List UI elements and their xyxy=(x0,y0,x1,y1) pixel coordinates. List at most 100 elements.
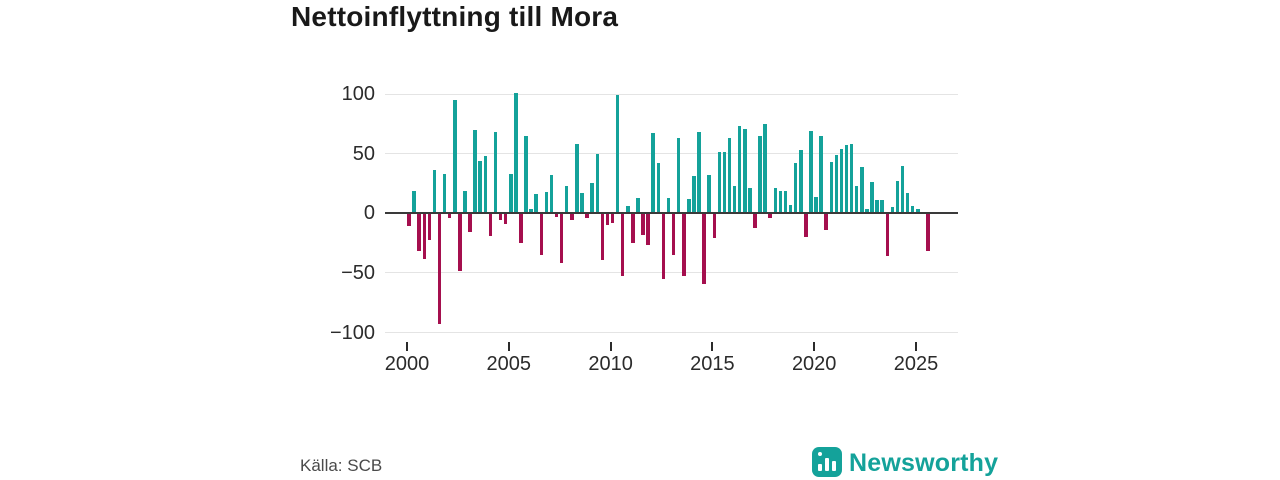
x-axis-tick xyxy=(609,342,612,351)
gridline xyxy=(385,153,958,155)
bar xyxy=(661,213,666,279)
bar xyxy=(849,144,854,214)
bar xyxy=(819,135,823,214)
bar xyxy=(666,197,671,214)
bar xyxy=(824,213,828,230)
bar xyxy=(503,213,508,225)
x-axis-tick xyxy=(507,342,510,351)
bar xyxy=(910,206,915,214)
bar xyxy=(875,200,879,214)
bar xyxy=(743,128,747,214)
x-axis-label: 2000 xyxy=(384,353,430,375)
bar xyxy=(646,213,650,246)
bar xyxy=(737,126,742,214)
bar xyxy=(407,213,411,227)
source-text: Källa: SCB xyxy=(300,456,383,475)
bar xyxy=(870,182,874,214)
x-axis-label: 2020 xyxy=(791,353,837,375)
bar xyxy=(412,190,416,214)
bar xyxy=(697,132,701,214)
bar xyxy=(768,213,772,219)
bar xyxy=(534,194,538,214)
newsworthy-wordmark: Newsworthy xyxy=(849,449,999,477)
bar xyxy=(590,183,594,214)
bar xyxy=(641,213,645,235)
bar xyxy=(758,135,762,214)
bar xyxy=(865,208,869,214)
bar xyxy=(483,156,488,214)
bar xyxy=(432,170,437,214)
bar xyxy=(478,160,482,214)
bar xyxy=(488,213,493,236)
bar xyxy=(631,213,635,244)
bar xyxy=(809,131,813,214)
chart-title: Nettoinflyttning till Mora xyxy=(291,1,619,32)
y-axis-label: 0 xyxy=(363,202,375,225)
bar xyxy=(600,213,605,260)
x-axis-label: 2015 xyxy=(690,353,735,375)
bar-chart: 100 50 0 −50 −100 2000 2005 2010 2015 2020 2025 xyxy=(329,83,958,375)
bar xyxy=(575,144,579,214)
bar xyxy=(692,176,696,214)
bar xyxy=(437,213,442,325)
bar xyxy=(524,135,528,214)
bar xyxy=(620,213,625,277)
bar xyxy=(732,185,737,214)
bar xyxy=(712,213,717,239)
bar xyxy=(473,129,477,214)
bar xyxy=(773,188,778,214)
bar xyxy=(682,213,686,277)
y-axis-label: 100 xyxy=(341,83,375,106)
x-axis-tick xyxy=(406,342,408,351)
y-axis-label: −50 xyxy=(341,261,375,284)
bar xyxy=(814,196,818,214)
bar xyxy=(585,213,589,219)
bar xyxy=(559,213,564,264)
bar xyxy=(900,165,905,214)
icon-dot xyxy=(818,452,822,456)
bar xyxy=(717,152,722,214)
y-axis-label: −100 xyxy=(329,321,375,344)
bar xyxy=(905,193,910,214)
bar xyxy=(860,166,864,214)
bar xyxy=(722,152,727,214)
bar xyxy=(895,181,900,214)
bar xyxy=(926,213,930,252)
bar xyxy=(687,198,691,214)
bar xyxy=(707,175,711,214)
bar xyxy=(702,213,706,284)
bar xyxy=(493,132,498,214)
gridline xyxy=(385,272,958,274)
bar xyxy=(570,213,574,221)
bar xyxy=(636,197,640,214)
bar xyxy=(778,190,783,214)
bar xyxy=(458,213,462,271)
bar xyxy=(834,154,839,214)
x-axis-tick xyxy=(915,342,917,351)
bar xyxy=(854,185,859,214)
x-axis-tick xyxy=(711,342,714,351)
bar xyxy=(529,208,533,214)
bar xyxy=(656,163,661,214)
bar xyxy=(829,162,834,214)
bar xyxy=(554,213,559,217)
bar xyxy=(844,145,849,214)
x-axis-label: 2025 xyxy=(893,353,939,375)
bar xyxy=(753,213,757,228)
bar xyxy=(442,173,447,214)
gridline xyxy=(385,332,958,334)
bar xyxy=(539,213,544,256)
bar xyxy=(626,206,630,214)
bar xyxy=(610,213,615,223)
bar xyxy=(605,213,610,226)
bar xyxy=(916,208,920,214)
bar xyxy=(463,190,467,214)
bar xyxy=(519,213,523,244)
bar xyxy=(727,138,732,214)
bar xyxy=(676,138,681,214)
bar xyxy=(671,213,676,256)
bar xyxy=(509,173,513,214)
bar xyxy=(763,123,767,214)
bar xyxy=(549,175,554,214)
